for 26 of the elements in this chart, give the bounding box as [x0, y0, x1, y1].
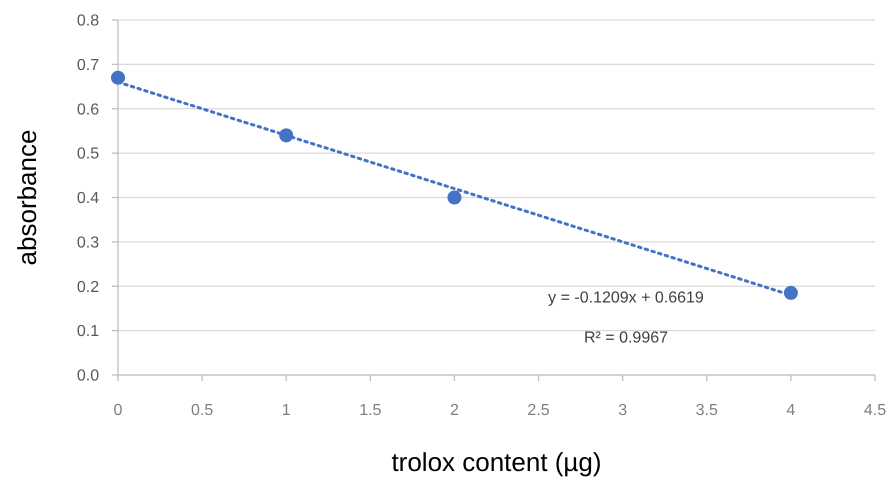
y-tick-label: 0.4 — [76, 190, 100, 208]
y-tick-label: 0.8 — [76, 12, 100, 30]
x-tick-label: 2 — [450, 402, 459, 419]
y-tick-label: 0.2 — [76, 278, 100, 296]
y-axis-title: absorbance — [12, 130, 42, 266]
y-tick-label: 0.3 — [76, 234, 100, 252]
annotation: y = -0.1209x + 0.6619 — [548, 290, 704, 307]
y-tick-label: 0.5 — [76, 146, 100, 163]
y-tick-label: 0.6 — [76, 101, 100, 118]
y-tick-label: 0.0 — [76, 368, 100, 385]
x-tick-label: 0 — [114, 402, 123, 419]
y-tick-label: 0.1 — [76, 323, 100, 340]
x-tick-label: 2.5 — [527, 402, 550, 419]
x-tick-label: 3.5 — [696, 402, 718, 419]
x-tick-label: 4 — [786, 402, 796, 419]
x-tick-label: 3 — [618, 402, 628, 419]
x-tick-label: 0.5 — [190, 402, 214, 419]
x-axis-title: trolox content (µg) — [391, 447, 602, 477]
y-tick-label: 0.7 — [76, 56, 100, 74]
annotation: R² = 0.9967 — [584, 330, 668, 347]
x-tick-label: 4.5 — [864, 402, 886, 419]
point — [447, 190, 462, 204]
x-tick-label: 1.5 — [359, 402, 382, 419]
point — [111, 70, 125, 85]
x-tick-label: 1 — [282, 402, 291, 419]
point — [784, 286, 798, 300]
